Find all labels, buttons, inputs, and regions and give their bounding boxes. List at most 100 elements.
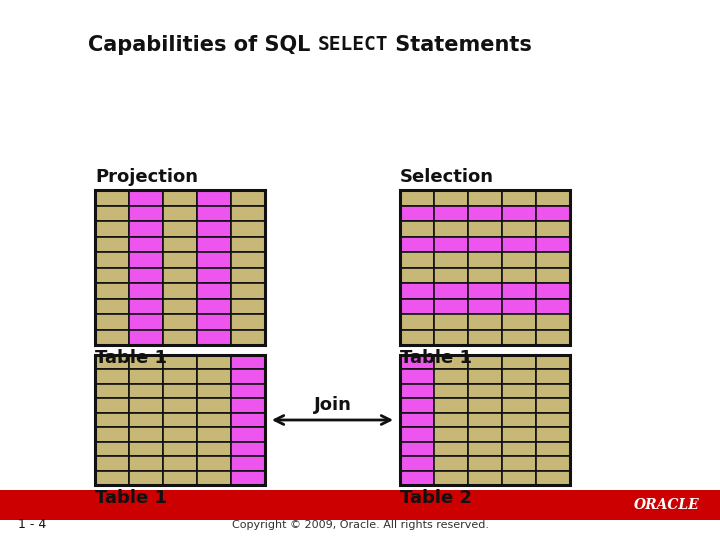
- Bar: [468, 221, 502, 237]
- Bar: [231, 314, 265, 329]
- Bar: [502, 413, 536, 427]
- Bar: [231, 329, 265, 345]
- Bar: [468, 206, 502, 221]
- Bar: [197, 470, 231, 485]
- Bar: [231, 237, 265, 252]
- Bar: [434, 355, 468, 369]
- Bar: [197, 329, 231, 345]
- Bar: [95, 442, 129, 456]
- Bar: [400, 221, 434, 237]
- Bar: [536, 283, 570, 299]
- Bar: [129, 221, 163, 237]
- Bar: [197, 190, 231, 206]
- Bar: [129, 237, 163, 252]
- Bar: [468, 190, 502, 206]
- Bar: [163, 369, 197, 384]
- Bar: [400, 442, 434, 456]
- Bar: [95, 252, 129, 267]
- Bar: [95, 355, 265, 485]
- Bar: [400, 399, 434, 413]
- Bar: [163, 329, 197, 345]
- Bar: [197, 237, 231, 252]
- Bar: [129, 190, 163, 206]
- Bar: [231, 470, 265, 485]
- Bar: [502, 384, 536, 399]
- Bar: [95, 413, 129, 427]
- Bar: [197, 413, 231, 427]
- Bar: [163, 283, 197, 299]
- Bar: [163, 221, 197, 237]
- Bar: [400, 283, 434, 299]
- Bar: [434, 190, 468, 206]
- Bar: [536, 399, 570, 413]
- Bar: [502, 267, 536, 283]
- Bar: [129, 355, 163, 369]
- Bar: [468, 399, 502, 413]
- Bar: [163, 413, 197, 427]
- Bar: [400, 190, 570, 345]
- Bar: [400, 314, 434, 329]
- Bar: [502, 470, 536, 485]
- Text: Table 1: Table 1: [95, 349, 167, 367]
- Bar: [502, 299, 536, 314]
- Bar: [434, 252, 468, 267]
- Bar: [536, 413, 570, 427]
- Text: Table 1: Table 1: [95, 489, 167, 507]
- Bar: [197, 283, 231, 299]
- Bar: [231, 206, 265, 221]
- Bar: [95, 190, 265, 345]
- Bar: [95, 329, 129, 345]
- Bar: [434, 267, 468, 283]
- Bar: [468, 329, 502, 345]
- Bar: [129, 369, 163, 384]
- Bar: [434, 314, 468, 329]
- Bar: [163, 237, 197, 252]
- Bar: [95, 190, 129, 206]
- Bar: [197, 299, 231, 314]
- Bar: [400, 252, 434, 267]
- Bar: [231, 221, 265, 237]
- Bar: [163, 314, 197, 329]
- Bar: [129, 399, 163, 413]
- Bar: [163, 427, 197, 442]
- Text: Projection: Projection: [95, 168, 198, 186]
- Bar: [163, 355, 197, 369]
- Bar: [400, 299, 434, 314]
- Bar: [163, 206, 197, 221]
- Bar: [536, 267, 570, 283]
- Bar: [95, 384, 129, 399]
- Bar: [129, 283, 163, 299]
- Bar: [434, 456, 468, 470]
- Bar: [163, 190, 197, 206]
- Bar: [197, 384, 231, 399]
- Bar: [231, 299, 265, 314]
- Bar: [502, 314, 536, 329]
- Bar: [536, 252, 570, 267]
- Bar: [434, 470, 468, 485]
- Bar: [536, 206, 570, 221]
- Bar: [536, 299, 570, 314]
- Bar: [129, 413, 163, 427]
- Bar: [434, 221, 468, 237]
- Bar: [400, 413, 434, 427]
- Bar: [468, 384, 502, 399]
- Bar: [129, 456, 163, 470]
- Bar: [231, 384, 265, 399]
- Bar: [468, 442, 502, 456]
- Bar: [95, 470, 129, 485]
- Bar: [468, 355, 502, 369]
- Bar: [231, 283, 265, 299]
- Bar: [197, 252, 231, 267]
- Bar: [502, 283, 536, 299]
- Bar: [400, 355, 434, 369]
- Bar: [0, 490, 720, 520]
- Bar: [536, 329, 570, 345]
- Bar: [231, 413, 265, 427]
- Bar: [536, 427, 570, 442]
- Bar: [129, 252, 163, 267]
- Bar: [95, 369, 129, 384]
- Bar: [95, 427, 129, 442]
- Text: ORACLE: ORACLE: [634, 498, 700, 512]
- Bar: [502, 369, 536, 384]
- Bar: [231, 190, 265, 206]
